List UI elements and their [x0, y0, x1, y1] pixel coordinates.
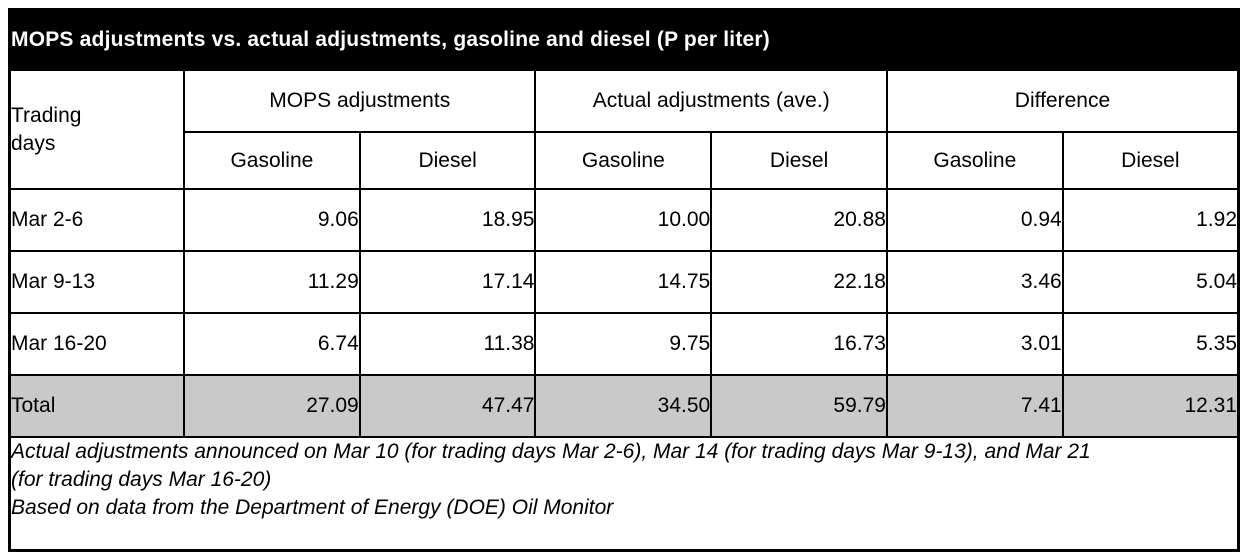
footnote-announcement-dates: Actual adjustments announced on Mar 10 (… [11, 440, 1091, 491]
cell-value: 6.74 [183, 312, 361, 376]
cell-value: 16.73 [710, 312, 888, 376]
cell-value: 47.47 [358, 374, 537, 438]
cell-value: 9.75 [534, 312, 713, 376]
footnotes: Actual adjustments announced on Mar 10 (… [8, 436, 1240, 552]
subheader-mops-diesel: Diesel [358, 131, 537, 190]
cell-value: 3.46 [885, 250, 1064, 314]
cell-value: 12.31 [1061, 374, 1240, 438]
cell-value: 5.35 [1061, 312, 1240, 376]
footnotes-row: Actual adjustments announced on Mar 10 (… [8, 436, 1240, 552]
cell-value: 59.79 [710, 374, 888, 438]
subheader-diff-gasoline: Gasoline [885, 131, 1064, 190]
column-header-trading-days-label: Trading days [11, 104, 82, 155]
mops-adjustments-table: MOPS adjustments vs. actual adjustments,… [8, 8, 1240, 552]
cell-value: 1.92 [1061, 188, 1240, 252]
cell-value: 20.88 [710, 188, 888, 252]
table-row: Mar 9-13 11.29 17.14 14.75 22.18 3.46 5.… [8, 250, 1240, 314]
column-group-difference: Difference [885, 69, 1240, 133]
table-row: Mar 16-20 6.74 11.38 9.75 16.73 3.01 5.3… [8, 312, 1240, 376]
cell-value: 10.00 [534, 188, 713, 252]
column-group-actual-adjustments: Actual adjustments (ave.) [534, 69, 888, 133]
cell-value: 11.29 [183, 250, 361, 314]
table-title: MOPS adjustments vs. actual adjustments,… [8, 8, 1240, 71]
subheader-actual-diesel: Diesel [710, 131, 888, 190]
footnote-source: Based on data from the Department of Ene… [11, 495, 614, 519]
cell-value: 5.04 [1061, 250, 1240, 314]
subheader-mops-gasoline: Gasoline [183, 131, 361, 190]
table-row-total: Total 27.09 47.47 34.50 59.79 7.41 12.31 [8, 374, 1240, 438]
cell-value: 14.75 [534, 250, 713, 314]
cell-value: 22.18 [710, 250, 888, 314]
column-group-mops-adjustments: MOPS adjustments [183, 69, 537, 133]
subheader-actual-gasoline: Gasoline [534, 131, 713, 190]
column-header-trading-days: Trading days [8, 69, 186, 190]
cell-value: 7.41 [885, 374, 1064, 438]
subheader-diff-diesel: Diesel [1061, 131, 1240, 190]
row-label: Mar 2-6 [8, 188, 186, 252]
cell-value: 18.95 [358, 188, 537, 252]
cell-value: 9.06 [183, 188, 361, 252]
cell-value: 27.09 [183, 374, 361, 438]
cell-value: 11.38 [358, 312, 537, 376]
row-label: Total [8, 374, 186, 438]
cell-value: 3.01 [885, 312, 1064, 376]
table-row: Mar 2-6 9.06 18.95 10.00 20.88 0.94 1.92 [8, 188, 1240, 252]
cell-value: 0.94 [885, 188, 1064, 252]
cell-value: 34.50 [534, 374, 713, 438]
row-label: Mar 9-13 [8, 250, 186, 314]
cell-value: 17.14 [358, 250, 537, 314]
row-label: Mar 16-20 [8, 312, 186, 376]
